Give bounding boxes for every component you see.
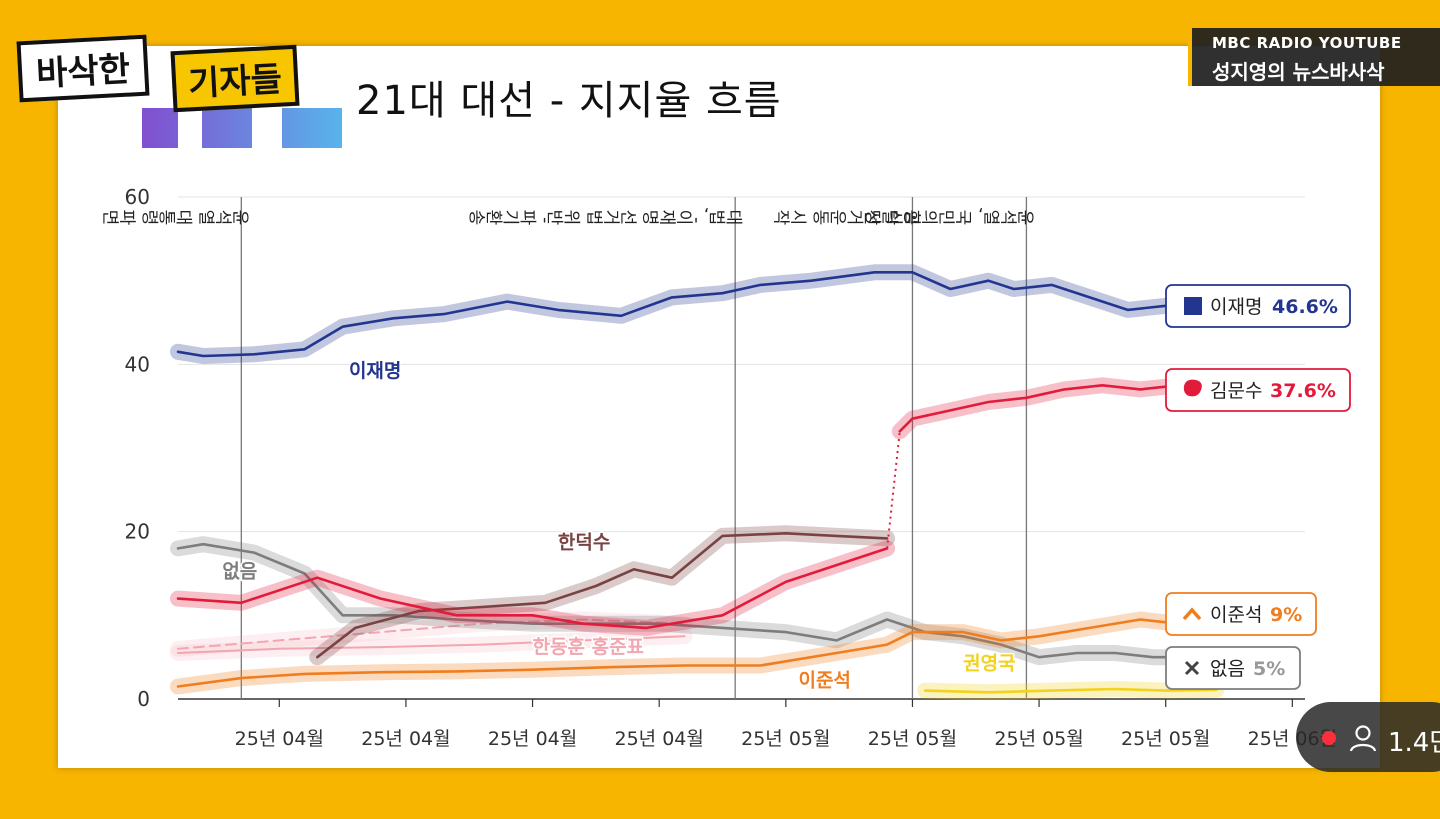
- program-logo: 바삭한 기자들: [12, 28, 342, 148]
- series-line: [176, 270, 1205, 358]
- legend-box: [1165, 368, 1351, 412]
- legend-name: 이준석: [1210, 604, 1262, 626]
- legend-chevron-up-icon: [1182, 607, 1202, 621]
- chart-frame: [58, 46, 1380, 768]
- series-line: [923, 687, 1218, 694]
- y-tick-label: 60: [125, 185, 150, 209]
- legend-value: 9%: [1270, 604, 1302, 626]
- viewer-count: 1.4만: [1388, 728, 1440, 758]
- event-label: 공식 선거운동 시작: [774, 205, 921, 225]
- x-tick-label: 25년 04월: [361, 728, 450, 750]
- x-tick-label: 25년 05월: [741, 728, 830, 750]
- y-tick-label: 20: [125, 520, 150, 544]
- x-tick-label: 25년 05월: [868, 728, 957, 750]
- legend-name: 이재명: [1210, 296, 1262, 318]
- series-inline-label: 없음: [222, 561, 257, 583]
- legend-value: 5%: [1253, 658, 1285, 680]
- series-line: [177, 635, 686, 654]
- broadcast-badge: MBC RADIO YOUTUBE 성지영의 뉴스바사삭: [1188, 28, 1440, 86]
- event-label: 윤석열, 국민의힘 탈당: [865, 205, 1034, 225]
- series-inline-label: 권영국: [963, 653, 1015, 675]
- broadcast-network: MBC RADIO YOUTUBE: [1212, 34, 1402, 52]
- x-tick-label: 25년 05월: [994, 728, 1083, 750]
- legend-cross-icon: [1184, 660, 1200, 676]
- x-tick-label: 25년 04월: [488, 728, 577, 750]
- series-inline-label: 한동훈 홍준표: [533, 635, 645, 658]
- legend-box: [1165, 284, 1351, 328]
- legend-value: 46.6%: [1272, 296, 1338, 318]
- legend-item: 없음 5%: [1165, 646, 1301, 690]
- series-inline-label: 한덕수: [558, 531, 610, 553]
- y-tick-label: 0: [137, 687, 150, 711]
- x-tick-label: 25년 04월: [615, 728, 704, 750]
- series-line: [176, 542, 1205, 659]
- series-transition: [886, 431, 901, 549]
- x-tick-label: 25년 04월: [235, 728, 324, 750]
- legend-name: 김문수: [1210, 380, 1262, 402]
- live-viewer-pill[interactable]: 1.4만: [1296, 702, 1440, 772]
- legend-item: 김문수 37.6%: [1165, 368, 1351, 412]
- user-icon: [1349, 725, 1377, 752]
- series-line: [176, 547, 889, 630]
- series-line: [315, 531, 889, 659]
- live-dot-icon: [1322, 731, 1336, 745]
- legend-square-icon: [1184, 297, 1202, 315]
- series-line: [177, 618, 686, 650]
- legend-item: 이재명 46.6%: [1165, 284, 1351, 328]
- logo-decoration: [142, 108, 342, 148]
- series-inline-label: 이준석: [798, 669, 850, 691]
- legend-blob-icon: [1183, 379, 1202, 397]
- series-line: [898, 383, 1218, 433]
- legend-item: 이준석 9%: [1165, 592, 1317, 636]
- legend-box: [1165, 646, 1301, 690]
- event-label: 대법, '이재명 선거법 위반' 파기환송: [469, 205, 743, 225]
- x-tick-label: 25년 05월: [1121, 728, 1210, 750]
- chart-title: 21대 대선 - 지지율 흐름: [356, 78, 782, 124]
- legend-value: 37.6%: [1270, 380, 1336, 402]
- series-inline-label: 이재명: [349, 360, 401, 382]
- legend-box: [1165, 592, 1317, 636]
- legend-name: 없음: [1210, 658, 1245, 680]
- series-line: [176, 618, 1218, 688]
- event-label: 윤석열 대통령 파면: [103, 205, 250, 225]
- y-tick-label: 40: [125, 352, 150, 376]
- broadcast-program: 성지영의 뉴스바사삭: [1212, 60, 1385, 84]
